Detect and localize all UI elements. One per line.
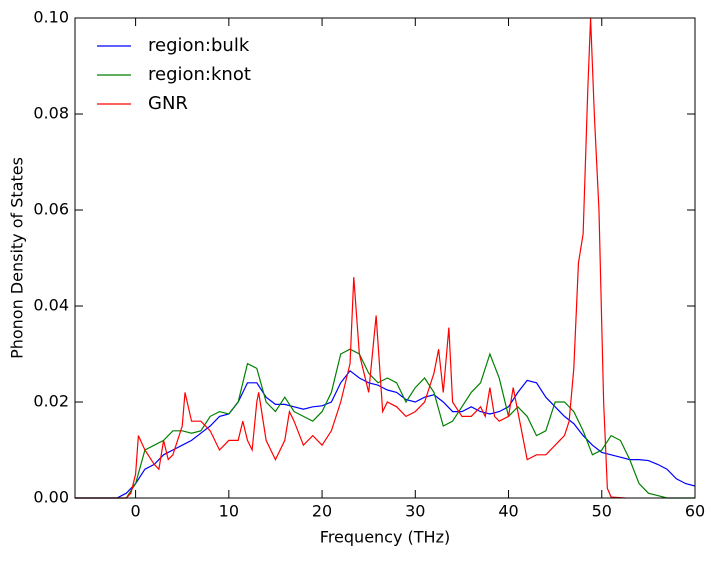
y-tick-label: 0.08 [33, 104, 69, 123]
legend-label: region:bulk [148, 35, 250, 56]
series-line [75, 369, 696, 499]
plot-frame [74, 17, 696, 499]
legend-label: region:knot [148, 64, 251, 85]
y-tick-label: 0.10 [33, 8, 69, 27]
y-tick-label: 0.04 [33, 296, 69, 315]
x-tick-label: 30 [405, 502, 425, 521]
y-axis-label: Phonon Density of States [8, 157, 27, 359]
y-tick-label: 0.06 [33, 200, 69, 219]
x-tick-label: 40 [498, 502, 518, 521]
x-axis-label: Frequency (THz) [320, 528, 450, 547]
x-tick-label: 0 [131, 502, 141, 521]
x-tick-label: 50 [592, 502, 612, 521]
y-tick-label: 0.00 [33, 488, 69, 507]
legend-label: GNR [148, 93, 188, 114]
x-tick-label: 60 [685, 502, 705, 521]
x-tick-label: 20 [312, 502, 332, 521]
y-tick-label: 0.02 [33, 392, 69, 411]
x-tick-label: 10 [219, 502, 239, 521]
series-line [75, 348, 695, 499]
series-line [75, 17, 626, 499]
